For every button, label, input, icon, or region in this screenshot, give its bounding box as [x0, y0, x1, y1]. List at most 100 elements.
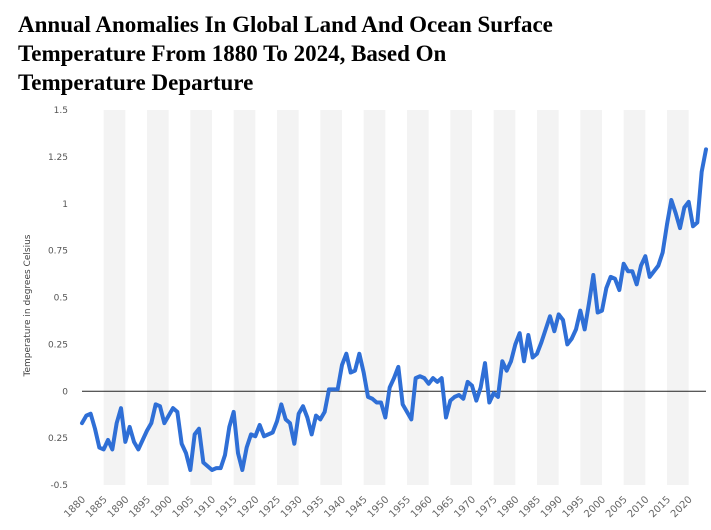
x-tick-label: 1980: [496, 494, 522, 520]
data-point: [513, 342, 517, 346]
background-band: [493, 110, 516, 485]
data-point: [80, 421, 84, 425]
x-tick-label: 1910: [192, 494, 218, 520]
data-point: [643, 254, 647, 258]
data-point: [526, 333, 530, 337]
x-tick-label: 1905: [171, 494, 197, 520]
data-point: [249, 432, 253, 436]
data-point: [279, 402, 283, 406]
data-point: [691, 224, 695, 228]
x-tick-label: 1945: [344, 494, 370, 520]
data-point: [440, 376, 444, 380]
data-point: [223, 453, 227, 457]
data-point: [583, 327, 587, 331]
data-point: [201, 460, 205, 465]
data-point: [613, 277, 617, 281]
data-point: [635, 282, 639, 286]
data-point: [652, 269, 656, 273]
data-point: [470, 384, 474, 388]
background-band: [623, 110, 646, 485]
data-point: [505, 369, 509, 373]
data-point: [132, 440, 136, 444]
data-point: [531, 355, 535, 360]
data-point: [444, 415, 448, 420]
data-point: [188, 468, 192, 472]
x-tick-label: 2005: [604, 494, 630, 520]
data-point: [258, 423, 262, 427]
x-tick-label: 1890: [106, 494, 132, 520]
y-tick-label: 1.5: [54, 106, 68, 116]
x-tick-label: 1920: [236, 494, 262, 520]
data-point: [206, 464, 210, 468]
data-point: [600, 309, 604, 313]
data-point: [362, 370, 366, 375]
data-point: [349, 370, 353, 375]
y-tick-label: 0.5: [54, 294, 68, 304]
data-point: [97, 445, 101, 450]
chart-title-line-2: Temperature From 1880 To 2024, Based On: [18, 41, 447, 66]
data-point: [687, 200, 691, 204]
x-tick-label: 1995: [561, 494, 587, 520]
data-point: [344, 352, 348, 356]
data-point: [609, 275, 613, 279]
data-point: [292, 442, 296, 446]
data-point: [570, 337, 574, 341]
data-point: [275, 419, 279, 423]
data-point: [622, 262, 626, 266]
data-point: [695, 220, 699, 225]
data-point: [591, 273, 595, 277]
data-point: [262, 434, 266, 438]
data-point: [509, 359, 513, 363]
data-point: [388, 385, 392, 390]
data-point: [197, 427, 201, 431]
data-point: [106, 438, 110, 442]
data-point: [123, 440, 127, 444]
data-point: [379, 400, 383, 405]
data-point: [661, 250, 665, 255]
y-tick-label: 0.25: [48, 340, 68, 350]
data-point: [418, 374, 422, 378]
background-band: [407, 110, 429, 485]
data-point: [370, 397, 374, 401]
data-point: [357, 352, 361, 356]
x-tick-label: 2020: [669, 494, 695, 520]
x-tick-label: 2010: [626, 494, 652, 520]
data-point: [327, 387, 331, 391]
y-axis: 1.5 1.25 1 0.75 0.5 0.25 0 0.25 -0.5: [48, 106, 68, 491]
background-band: [450, 110, 472, 485]
data-point: [392, 376, 396, 380]
data-point: [184, 451, 188, 455]
data-point: [301, 404, 305, 408]
x-tick-label: 1970: [452, 494, 478, 520]
data-point: [630, 269, 634, 273]
data-point: [141, 438, 145, 442]
data-point: [674, 211, 678, 215]
x-tick-label: 1935: [301, 494, 327, 520]
data-point: [700, 170, 704, 174]
data-point: [340, 363, 344, 367]
data-point: [366, 395, 370, 399]
data-point: [457, 393, 461, 397]
data-point: [171, 406, 175, 410]
data-point: [193, 432, 197, 436]
data-point: [266, 432, 270, 436]
series-line: [80, 147, 708, 472]
x-tick-label: 1885: [84, 494, 110, 520]
data-point: [448, 399, 452, 403]
data-point: [119, 406, 123, 410]
data-point: [227, 425, 231, 429]
data-point: [487, 400, 491, 405]
data-point: [288, 421, 292, 425]
x-tick-label: 1990: [539, 494, 565, 520]
data-point: [648, 275, 652, 279]
data-point: [461, 397, 465, 401]
data-point: [682, 205, 686, 210]
data-point: [422, 376, 426, 380]
data-point: [89, 412, 93, 416]
data-point: [617, 288, 621, 292]
data-point: [318, 417, 322, 421]
data-point: [154, 402, 158, 406]
data-point: [414, 376, 418, 380]
data-point: [535, 352, 539, 356]
